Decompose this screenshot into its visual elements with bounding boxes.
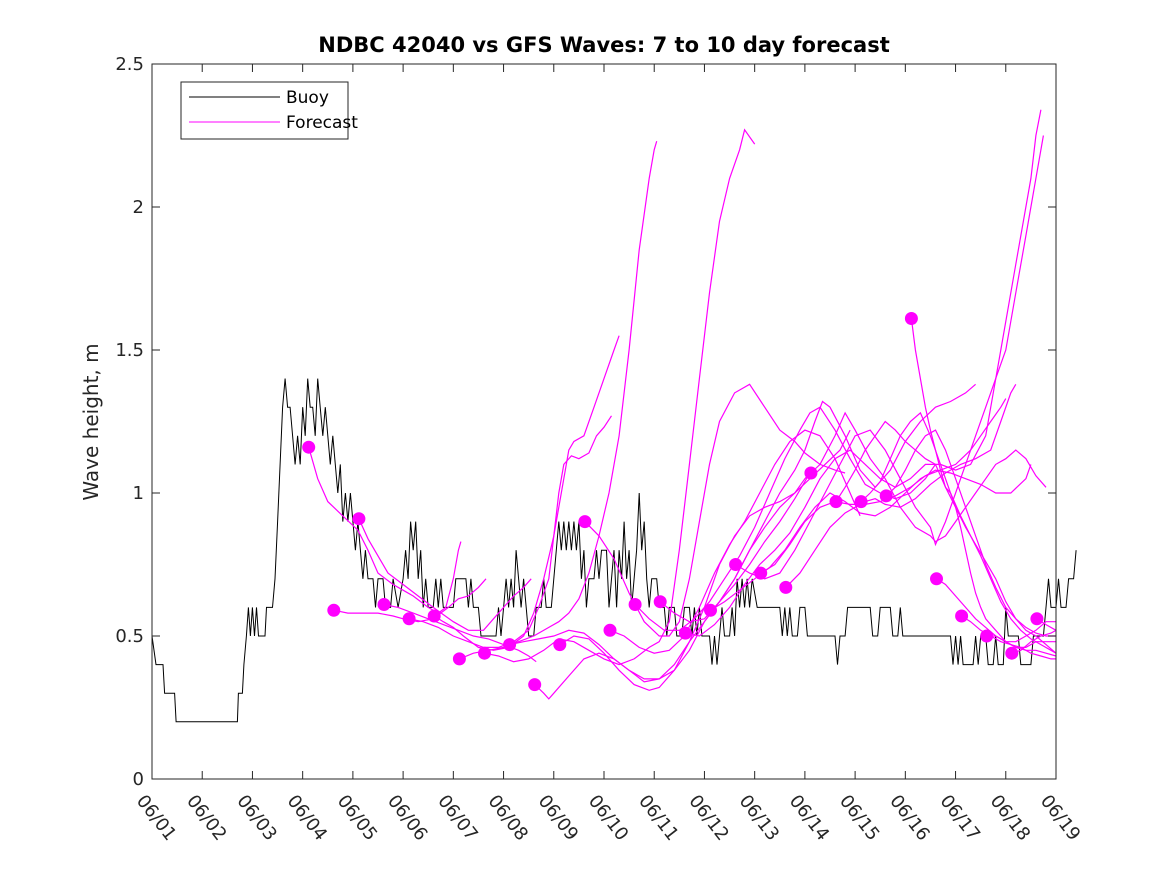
legend-box xyxy=(180,81,349,140)
chart-title: NDBC 42040 vs GFS Waves: 7 to 10 day for… xyxy=(318,33,889,57)
forecast-start-point-1 xyxy=(302,440,316,454)
forecast-start-point-23 xyxy=(854,495,868,509)
forecast-start-point-28 xyxy=(980,629,994,643)
y-tick-label-2: 1 xyxy=(133,483,144,504)
forecast-line-3 xyxy=(358,518,532,631)
legend-forecast-label: Forecast xyxy=(286,113,358,133)
forecast-start-point-2 xyxy=(327,603,341,617)
forecast-start-point-4 xyxy=(377,598,391,611)
forecast-start-point-24 xyxy=(879,489,893,503)
axes-background xyxy=(152,64,1056,779)
buoy-series-line xyxy=(151,378,1077,723)
forecast-line-16 xyxy=(685,109,1042,637)
forecast-start-point-6 xyxy=(427,609,441,623)
forecast-start-point-20 xyxy=(779,580,793,594)
forecast-start-point-3 xyxy=(352,512,366,526)
forecast-line-8 xyxy=(484,128,756,666)
y-tick-label-0: 0 xyxy=(133,769,144,790)
forecast-start-point-15 xyxy=(653,595,667,609)
forecast-line-29 xyxy=(1011,629,1057,654)
forecast-start-point-7 xyxy=(452,652,466,666)
y-tick-label-1: 0.5 xyxy=(115,626,144,647)
legend: Buoy Forecast xyxy=(180,81,358,140)
forecast-start-point-30 xyxy=(1030,612,1044,626)
forecast-start-point-17 xyxy=(704,603,717,617)
forecast-start-point-10 xyxy=(528,678,542,692)
forecast-start-point-13 xyxy=(603,623,617,637)
forecast-start-point-5 xyxy=(402,612,416,626)
forecast-start-point-26 xyxy=(930,572,943,586)
forecast-start-point-22 xyxy=(829,495,843,509)
forecast-start-point-16 xyxy=(678,626,692,640)
y-tick-label-4: 2 xyxy=(133,197,144,218)
forecast-start-point-12 xyxy=(578,515,592,529)
forecast-start-point-27 xyxy=(955,609,969,623)
y-tick-label-3: 1.5 xyxy=(115,340,144,361)
forecast-line-27 xyxy=(961,615,1056,660)
forecast-line-6 xyxy=(433,335,620,651)
forecast-line-21 xyxy=(810,411,1047,543)
forecast-start-point-19 xyxy=(754,566,768,580)
forecast-line-13 xyxy=(609,429,861,654)
forecast-start-point-8 xyxy=(478,646,491,660)
forecast-line-7 xyxy=(459,141,658,660)
forecast-line-5 xyxy=(408,415,613,649)
forecast-line-23 xyxy=(860,411,1057,654)
forecast-start-point-25 xyxy=(904,312,918,325)
plot-area xyxy=(151,64,1077,779)
forecast-line-1 xyxy=(308,447,462,614)
forecast-start-point-21 xyxy=(804,466,818,480)
y-tick-label-5: 2.5 xyxy=(115,54,144,75)
legend-buoy-label: Buoy xyxy=(286,88,329,108)
forecast-start-point-11 xyxy=(553,638,567,652)
forecast-start-point-14 xyxy=(628,598,642,611)
forecast-start-point-9 xyxy=(503,638,517,652)
forecast-line-2 xyxy=(334,578,487,623)
forecast-line-18 xyxy=(735,135,1044,580)
forecast-line-24 xyxy=(885,429,1056,637)
forecast-line-19 xyxy=(760,398,1007,574)
forecast-start-point-29 xyxy=(1005,646,1019,660)
forecast-line-10 xyxy=(534,472,811,700)
y-axis-label: Wave height, m xyxy=(79,343,103,500)
forecast-line-4 xyxy=(383,603,537,663)
forecast-start-point-18 xyxy=(729,558,743,571)
